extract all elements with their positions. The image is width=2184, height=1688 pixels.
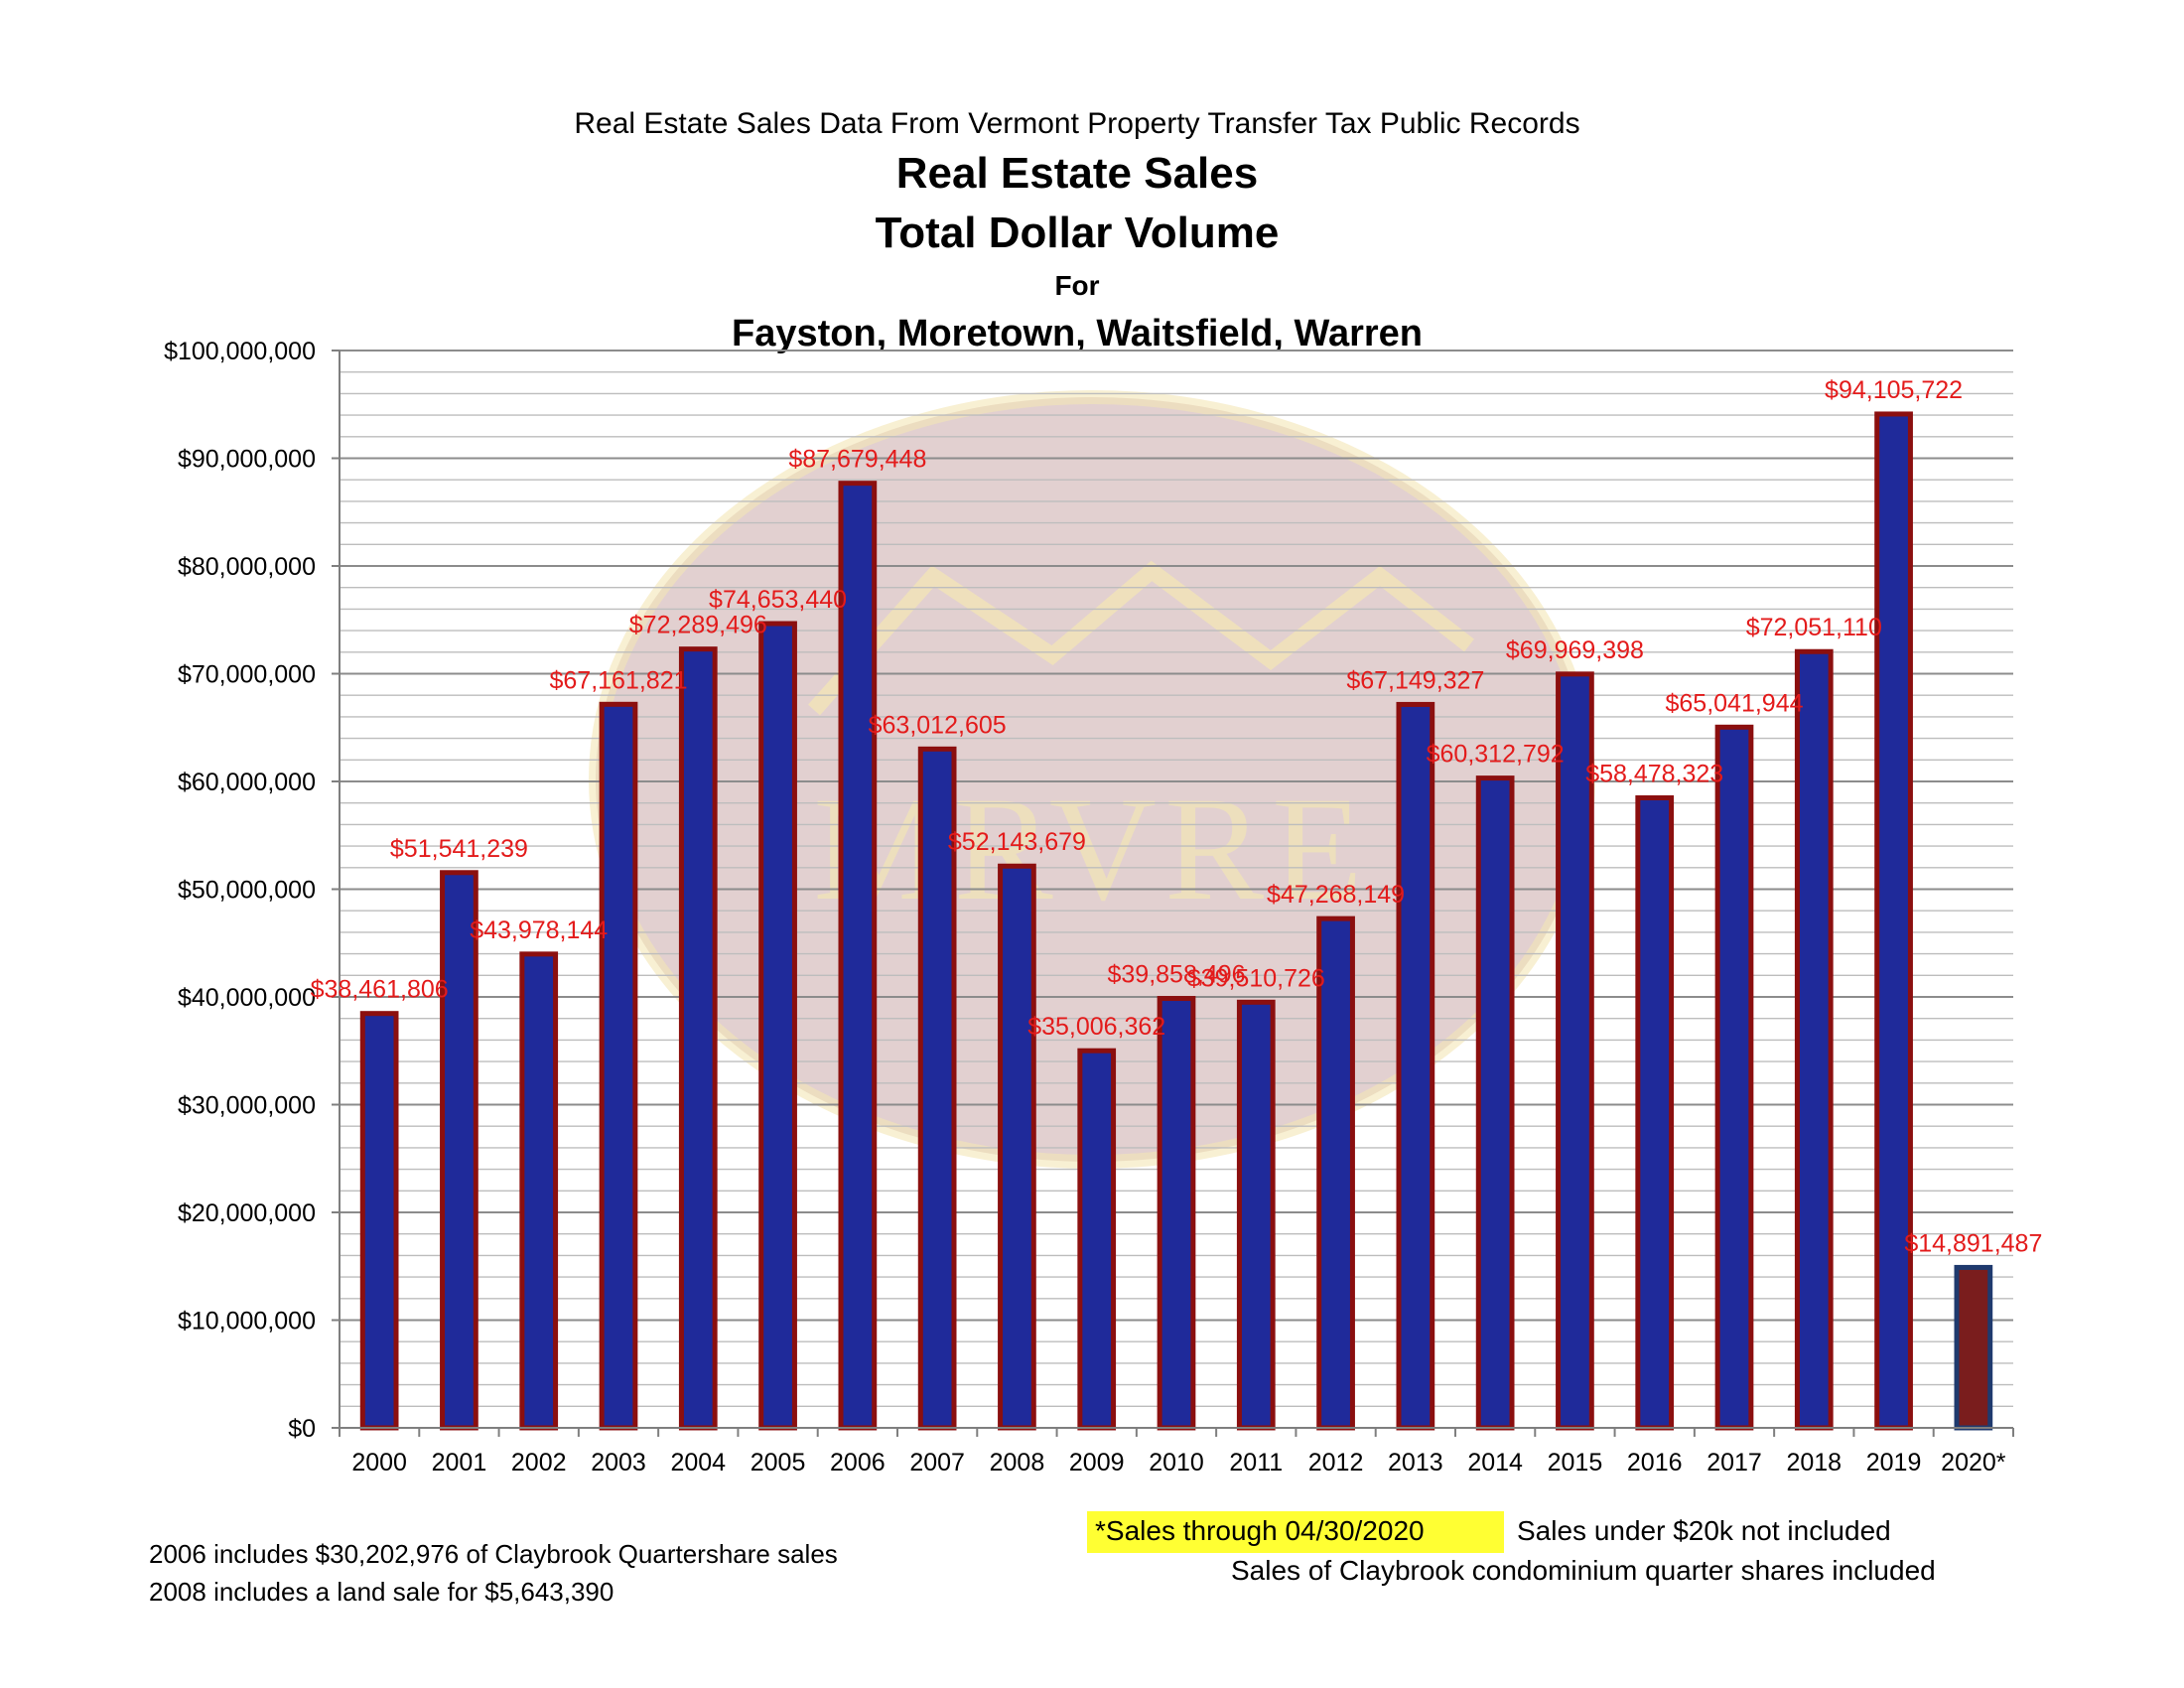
data-label: $65,041,944 [1665,689,1803,717]
data-label: $47,268,149 [1267,881,1405,909]
x-tick-label: 2008 [990,1449,1045,1477]
y-tick-label: $0 [288,1415,316,1443]
data-label: $67,161,821 [549,666,687,694]
data-label: $67,149,327 [1346,666,1484,694]
data-label: $87,679,448 [788,446,926,474]
bar-2011 [1236,999,1276,1431]
note-sales-under-20k: Sales under $20k not included [1517,1515,1891,1546]
bar-2017 [1714,724,1754,1431]
chart-title-line-3: For [1054,270,1100,301]
data-label: $60,312,792 [1427,741,1565,769]
data-label: $38,461,806 [311,976,449,1004]
y-tick-label: $70,000,000 [178,661,316,689]
bar-2009 [1077,1048,1117,1431]
bar-2008 [998,863,1036,1431]
data-label: $74,653,440 [709,586,847,614]
bar-2004 [678,646,718,1431]
data-label: $51,541,239 [390,835,528,863]
y-tick-label: $20,000,000 [178,1199,316,1227]
bar-2014 [1475,775,1515,1431]
y-tick-label: $60,000,000 [178,769,316,796]
y-tick-label: $30,000,000 [178,1092,316,1120]
data-label: $35,006,362 [1027,1013,1165,1041]
y-tick-label: $100,000,000 [164,338,316,365]
bar-2016 [1635,795,1675,1431]
y-tick-label: $90,000,000 [178,446,316,474]
bar-2010 [1157,996,1196,1431]
x-tick-label: 2001 [432,1449,487,1477]
bars [359,411,1993,1431]
bar-2012 [1316,915,1355,1431]
bar-2003 [599,701,638,1431]
data-label: $39,858,496 [1107,961,1245,989]
x-tick-label: 2012 [1308,1449,1364,1477]
x-tick-label: 2009 [1069,1449,1125,1477]
x-tick-label: 2015 [1548,1449,1603,1477]
x-tick-label: 2013 [1388,1449,1443,1477]
data-label: $72,051,110 [1746,614,1882,641]
watermark-text: MRVRE [813,767,1370,931]
x-tick-label: 2003 [591,1449,646,1477]
footnote-2006: 2006 includes $30,202,976 of Claybrook Q… [149,1539,838,1569]
data-label: $69,969,398 [1506,636,1644,664]
data-label: $58,478,323 [1585,761,1723,788]
axes: $0 $10,000,000 $20,000,000 $30,000,000 $40,0… [164,338,2014,1477]
x-tick-label: 2018 [1786,1449,1842,1477]
chart-supertitle: Real Estate Sales Data From Vermont Prop… [574,107,1580,140]
chart-title-line-4: Fayston, Moretown, Waitsfield, Warren [731,313,1424,354]
x-tick-label: 2019 [1866,1449,1922,1477]
x-tick-label: 2020* [1941,1449,2006,1477]
x-tick-label: 2007 [909,1449,965,1477]
footnote-2008: 2008 includes a land sale for $5,643,390 [149,1577,614,1607]
data-labels: $38,461,806 $51,541,239 $43,978,144 $67,161… [311,376,2043,1257]
bar-2002 [519,951,559,1431]
note-claybrook-included: Sales of Claybrook condominium quarter s… [1231,1555,1936,1586]
bar-2020 [1954,1264,1993,1431]
bar-2018 [1794,648,1834,1431]
y-tick-label: $40,000,000 [178,984,316,1012]
bar-2013 [1396,701,1435,1431]
x-tick-label: 2016 [1627,1449,1683,1477]
y-tick-label: $50,000,000 [178,877,316,905]
mrvre-logo-watermark: MRVRE [589,390,1595,1169]
chart-title-line-2: Total Dollar Volume [875,209,1280,257]
bar-2000 [359,1011,399,1431]
data-label: $63,012,605 [869,711,1007,739]
bar-2019 [1874,411,1913,1431]
bar-2006 [838,481,878,1431]
data-label: $52,143,679 [948,828,1086,856]
note-sales-through-date: *Sales through 04/30/2020 [1087,1511,1504,1553]
data-label: $72,289,496 [629,612,767,639]
x-tick-label: 2006 [830,1449,886,1477]
x-tick-label: 2014 [1467,1449,1523,1477]
x-tick-label: 2017 [1706,1449,1762,1477]
x-tick-label: 2005 [751,1449,806,1477]
x-tick-label: 2002 [511,1449,567,1477]
bar-2005 [758,621,797,1431]
bar-2001 [440,870,478,1431]
x-tick-label: 2010 [1149,1449,1204,1477]
data-label: $94,105,722 [1825,376,1963,404]
data-label: $39,510,726 [1187,964,1325,992]
x-tick-label: 2004 [670,1449,726,1477]
x-tick-label: 2011 [1229,1449,1283,1477]
y-tick-label: $80,000,000 [178,553,316,581]
data-label: $43,978,144 [470,916,608,944]
watermark-mountains [808,560,1474,716]
x-tick-label: 2000 [351,1449,407,1477]
y-tick-label: $10,000,000 [178,1308,316,1336]
data-label: $14,891,487 [1904,1229,2042,1257]
chart-title-line-1: Real Estate Sales [895,149,1259,198]
